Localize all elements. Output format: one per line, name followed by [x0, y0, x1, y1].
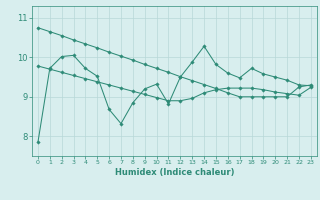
X-axis label: Humidex (Indice chaleur): Humidex (Indice chaleur): [115, 168, 234, 177]
